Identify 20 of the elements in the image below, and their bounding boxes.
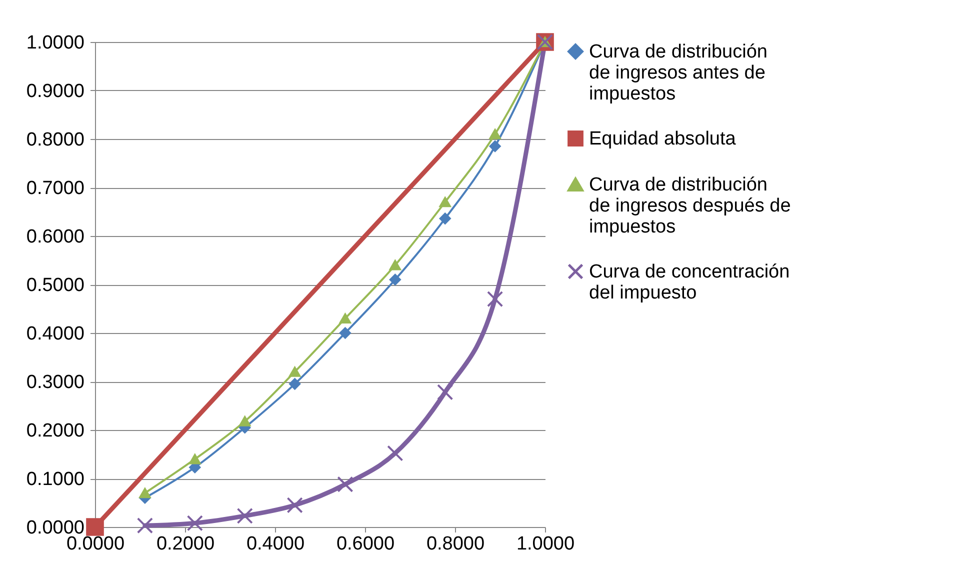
y-tick-label: 0.3000: [26, 372, 84, 393]
x-tick-label: 0.8000: [426, 534, 485, 554]
y-tick-label: 0.2000: [26, 420, 84, 442]
x-tick-label: 0.2000: [156, 534, 215, 554]
x-tick-label: 0.6000: [336, 534, 395, 554]
y-tick-label: 0.8000: [26, 130, 84, 150]
legend-label: Curva de concentración del impuesto: [589, 262, 790, 304]
y-tick-label: 0.4000: [26, 324, 84, 344]
y-tick-label: 0.1000: [26, 469, 84, 490]
x-tick-label: 1.0000: [516, 534, 575, 554]
y-tick-label: 1.0000: [26, 32, 84, 54]
legend-label: Curva de distribución de ingresos antes de impuestos: [589, 42, 768, 104]
y-tick-label: 0.5000: [26, 275, 84, 296]
y-tick-label: 0.6000: [26, 226, 84, 248]
x-tick-label: 0.0000: [66, 534, 125, 554]
legend-label: Curva de distribución de ingresos después de impuestos: [589, 174, 791, 238]
y-tick-label: 0.9000: [26, 81, 84, 102]
legend-label: Equidad absoluta: [589, 128, 736, 150]
y-tick-label: 0.7000: [26, 178, 84, 199]
x-tick-label: 0.4000: [246, 534, 305, 554]
